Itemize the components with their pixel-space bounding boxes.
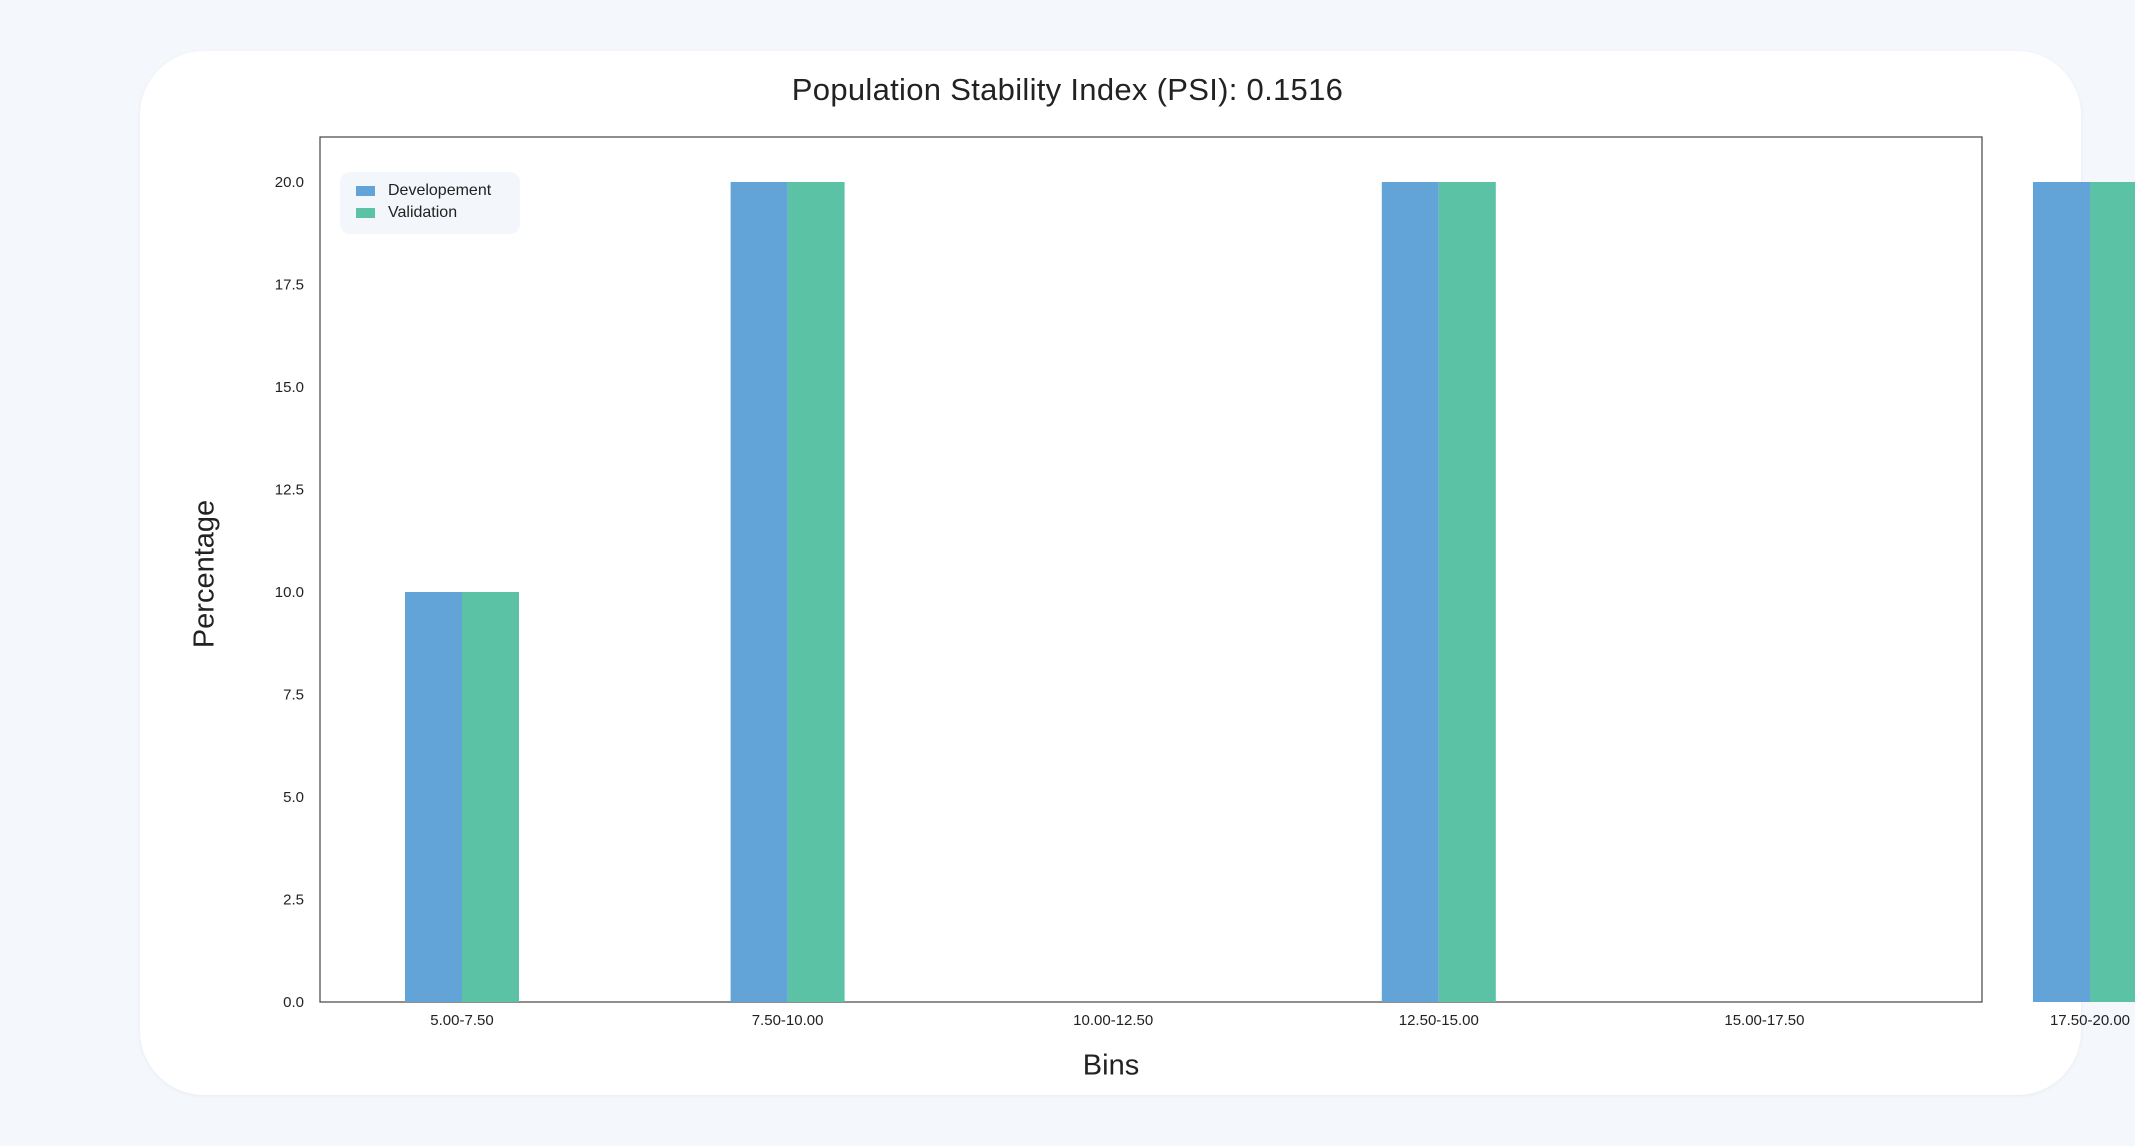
y-tick-label: 10.0 — [275, 584, 304, 601]
legend-item-developement: Developement — [356, 182, 491, 200]
y-tick-label: 7.5 — [283, 687, 304, 704]
legend-label-validation: Validation — [388, 204, 458, 221]
y-tick-label: 17.5 — [275, 277, 304, 294]
x-tick-label: 7.50-10.00 — [752, 1012, 824, 1029]
legend-swatch-validation — [356, 208, 375, 218]
plot-area — [319, 136, 1983, 1003]
x-axis-label: Bins — [1082, 1049, 1140, 1082]
y-tick-label: 0.0 — [283, 994, 304, 1011]
bar-validation-12.50-15.00 — [1438, 182, 1496, 1002]
chart-legend: Developement Validation — [340, 172, 520, 234]
y-tick-label: 20.0 — [275, 174, 304, 191]
x-tick-label: 10.00-12.50 — [1073, 1012, 1153, 1029]
y-tick-label: 12.5 — [275, 482, 304, 499]
bar-developement-7.50-10.00 — [730, 182, 788, 1002]
bar-developement-17.50-20.00 — [2033, 182, 2090, 1002]
y-tick-label: 2.5 — [283, 892, 304, 909]
bar-validation-7.50-10.00 — [787, 182, 845, 1002]
legend-swatch-developement — [356, 186, 375, 196]
x-tick-label: 12.50-15.00 — [1399, 1012, 1479, 1029]
x-tick-label: 15.00-17.50 — [1724, 1012, 1804, 1029]
legend-label-developement: Developement — [388, 182, 492, 199]
y-tick-label: 15.0 — [275, 379, 304, 396]
bar-developement-12.50-15.00 — [1381, 182, 1439, 1002]
bar-validation-5.00-7.50 — [462, 592, 519, 1002]
x-tick-label: 17.50-20.00 — [2050, 1012, 2130, 1029]
bar-validation-17.50-20.00 — [2090, 182, 2135, 1002]
x-tick-label: 5.00-7.50 — [430, 1012, 493, 1029]
y-tick-label: 5.0 — [283, 789, 304, 806]
bar-developement-5.00-7.50 — [405, 592, 462, 1002]
legend-item-validation: Validation — [356, 204, 457, 222]
chart-title: Population Stability Index (PSI): 0.1516 — [791, 72, 1344, 107]
